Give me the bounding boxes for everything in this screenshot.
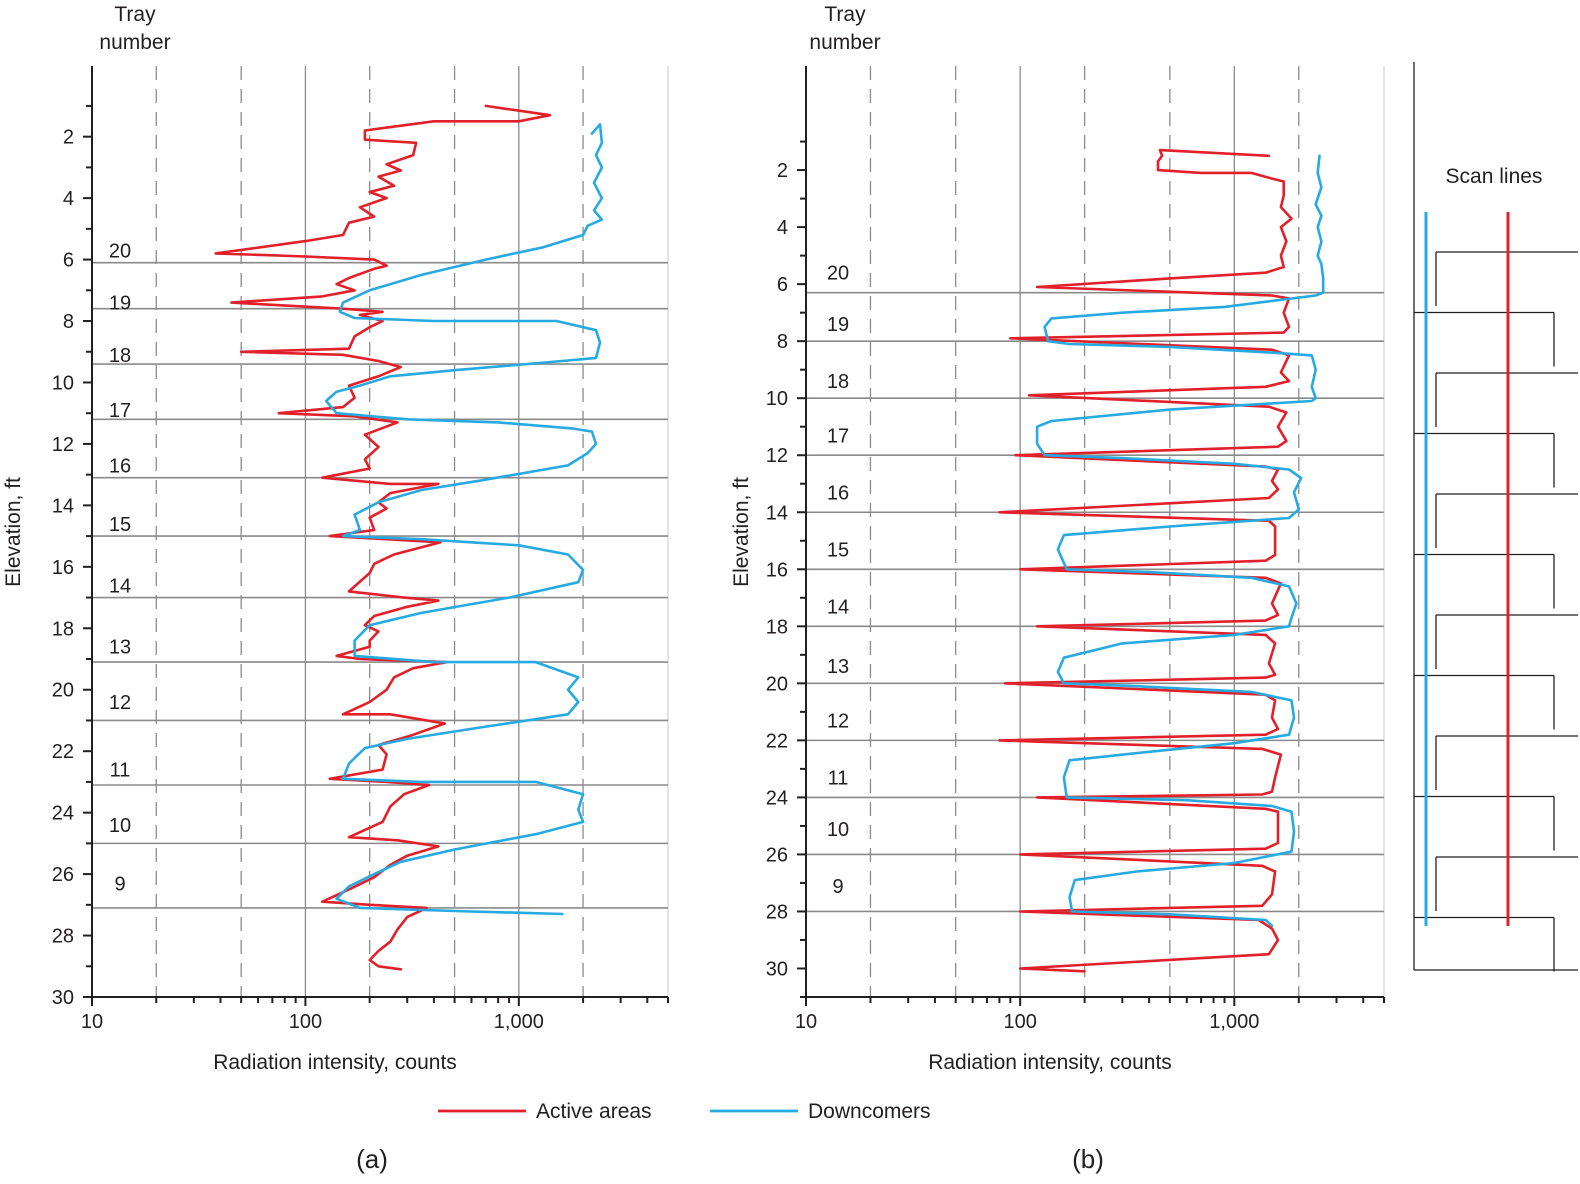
y-tick-label: 24: [766, 787, 788, 809]
y-tick-label: 10: [52, 372, 74, 394]
tray-number: 15: [109, 514, 131, 536]
legend: Active areas Downcomers: [438, 1100, 931, 1123]
y-tick-label: 20: [766, 673, 788, 695]
tray-number: 11: [110, 760, 131, 782]
tray-number-label: number: [809, 31, 880, 54]
tray-number: 12: [827, 710, 849, 732]
tray-number-label: number: [99, 31, 170, 54]
y-tick-label: 4: [63, 188, 74, 210]
x-tick-label: 100: [289, 1011, 322, 1033]
tray-number: 9: [114, 873, 125, 895]
downcomers-series-line: [324, 123, 604, 916]
tray-number: 16: [827, 482, 849, 504]
x-tick-label: 10: [81, 1011, 103, 1033]
tray-number-label: Tray: [824, 3, 866, 26]
tray-number: 18: [109, 345, 131, 367]
x-tick-label: 1,000: [1209, 1011, 1259, 1033]
y-tick-label: 30: [766, 958, 788, 980]
y-tick-label: 20: [52, 680, 74, 702]
tray-number: 15: [827, 539, 849, 561]
y-tick-label: 28: [766, 901, 788, 923]
y-tick-label: 24: [52, 803, 74, 825]
y-tick-label: 2: [63, 127, 74, 149]
tray-number: 14: [827, 596, 849, 618]
tray-number-label: Tray: [114, 3, 156, 26]
y-tick-label: 30: [52, 987, 74, 1009]
y-tick-label: 22: [52, 741, 74, 763]
tray-number: 10: [109, 815, 131, 837]
y-tick-label: 6: [777, 274, 788, 296]
legend-downcomer-label: Downcomers: [808, 1100, 931, 1123]
legend-active-label: Active areas: [536, 1100, 652, 1123]
x-tick-label: 1,000: [494, 1011, 544, 1033]
y-tick-label: 16: [52, 557, 74, 579]
y-tick-label: 14: [766, 502, 788, 524]
tray-number: 12: [109, 692, 131, 714]
x-tick-label: 10: [795, 1011, 817, 1033]
scan-lines-title: Scan lines: [1446, 165, 1543, 188]
y-tick-label: 12: [52, 434, 74, 456]
tray-number: 16: [109, 455, 131, 477]
y-tick-label: 26: [766, 844, 788, 866]
y-tick-label: 10: [766, 388, 788, 410]
tray-number: 19: [827, 314, 849, 336]
y-tick-label: 18: [766, 616, 788, 638]
y-tick-label: 8: [777, 331, 788, 353]
x-axis-title: Radiation intensity, counts: [213, 1051, 457, 1074]
tray-number: 18: [827, 371, 849, 393]
y-tick-label: 12: [766, 445, 788, 467]
tray-number: 19: [109, 293, 131, 315]
downcomers-series-line: [1035, 154, 1325, 927]
panel-label: (b): [1072, 1144, 1104, 1174]
tray-number: 17: [109, 400, 131, 422]
x-tick-label: 100: [1003, 1011, 1036, 1033]
active-areas-series-line: [998, 148, 1293, 973]
tray-number: 20: [827, 263, 849, 285]
y-tick-label: 6: [63, 250, 74, 272]
tray-number: 10: [827, 819, 849, 841]
y-tick-label: 18: [52, 618, 74, 640]
tray-number: 13: [827, 656, 849, 678]
y-tick-label: 28: [52, 926, 74, 948]
y-tick-label: 14: [52, 495, 74, 517]
tray-number: 9: [832, 876, 843, 898]
tray-number: 13: [109, 637, 131, 659]
y-tick-label: 8: [63, 311, 74, 333]
y-tick-label: 2: [777, 160, 788, 182]
y-axis-title: Elevation, ft: [730, 477, 753, 587]
tray-number: 20: [109, 240, 131, 262]
y-tick-label: 4: [777, 217, 788, 239]
y-tick-label: 16: [766, 559, 788, 581]
tray-number: 14: [109, 575, 131, 597]
panel-label: (a): [356, 1144, 388, 1174]
y-tick-label: 26: [52, 864, 74, 886]
y-axis-title: Elevation, ft: [2, 477, 25, 587]
x-axis-title: Radiation intensity, counts: [928, 1051, 1172, 1074]
scan-lines-diagram: Scan lines: [1413, 62, 1578, 972]
tray-number: 17: [827, 425, 849, 447]
tray-number: 11: [828, 767, 849, 789]
y-tick-label: 22: [766, 730, 788, 752]
